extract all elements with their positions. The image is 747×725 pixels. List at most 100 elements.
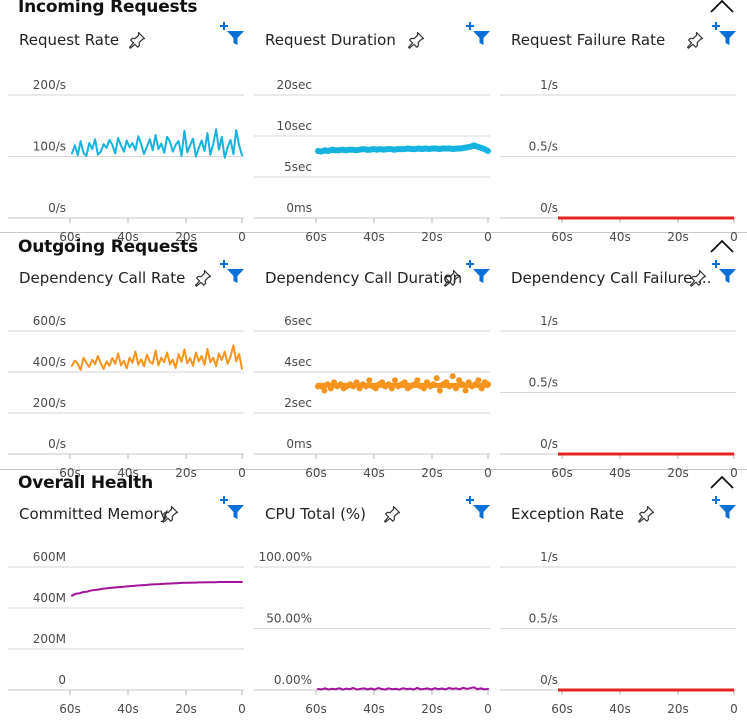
series-line [317,686,489,691]
section-divider [0,232,747,233]
y-tick-label: 0 [58,673,66,687]
y-tick-label: 0.5/s [529,140,558,154]
y-tick-label: 50.00% [266,612,312,626]
add-filter-icon[interactable] [219,495,245,521]
add-filter-icon[interactable] [465,495,491,521]
panel-title: Request Rate [19,31,120,49]
y-tick-label: 6sec [284,314,312,328]
chart-request-rate: 200/s 100/s 0/s 60s 40s 20s 0 [8,78,246,244]
x-tick-label: 0 [238,230,246,244]
y-tick-label: 1/s [540,78,558,92]
metric-panel-request-failure-rate: Request Failure Rate 1/s 0.5/s 0/s 60s 40s 20s… [492,22,738,251]
x-tick-label: 0 [238,702,246,716]
y-tick-label: 600M [33,550,66,564]
data-point [436,387,443,394]
x-tick-label: 20s [175,230,197,244]
chevron-up-icon[interactable] [709,473,735,493]
series-line [71,581,243,597]
pin-icon[interactable] [637,505,655,523]
x-tick-label: 40s [363,230,385,244]
add-filter-icon[interactable] [219,21,245,47]
x-tick-label: 40s [609,466,631,480]
y-tick-label: 100.00% [259,550,312,564]
data-point [456,377,463,384]
x-tick-label: 20s [175,702,197,716]
metric-panel-dependency-call-rate: Dependency Call Rate 600/s 400/s 200/s 0/s 60… [0,260,246,489]
data-point [433,375,440,382]
chart-request-failure-rate: 1/s 0.5/s 0/s 60s 40s 20s 0 [500,78,738,244]
panel-title: Request Failure Rate [511,31,666,49]
pin-icon[interactable] [689,269,707,287]
x-tick-label: 60s [305,466,327,480]
x-tick-label: 40s [363,702,385,716]
add-filter-icon[interactable] [465,21,491,47]
chart-dependency-call-failure: 1/s 0.5/s 0/s 60s 40s 20s 0 [500,314,738,480]
y-tick-label: 10sec [276,119,312,133]
pin-icon[interactable] [407,31,425,49]
x-tick-label: 60s [305,230,327,244]
y-tick-label: 4sec [284,355,312,369]
chevron-up-icon[interactable] [709,0,735,17]
series-line [71,344,243,371]
pin-icon[interactable] [128,31,146,49]
add-filter-icon[interactable] [711,21,737,47]
x-tick-label: 40s [117,702,139,716]
metric-panel-exception-rate: Exception Rate 1/s 0.5/s 0/s 60s 40s 20s 0 [492,496,738,725]
panel-title: Dependency Call Failure ... [511,269,712,287]
chart-dependency-call-duration: 6sec 4sec 2sec 0ms 60s 40s 20s 0 [254,314,492,480]
add-filter-icon[interactable] [219,259,245,285]
pin-icon[interactable] [443,269,461,287]
panel-title: Committed Memory [19,505,169,523]
y-tick-label: 0ms [286,437,312,451]
pin-icon[interactable] [686,31,704,49]
y-tick-label: 5sec [284,160,312,174]
metric-panel-request-duration: Request Duration 20sec 10sec 5sec 0ms 60s 40s 2… [246,22,492,251]
series-line [315,142,491,155]
x-tick-label: 60s [59,230,81,244]
data-point [462,387,469,394]
chevron-up-icon[interactable] [709,237,735,257]
section-incoming-requests: Incoming Requests Request Rate 200/s 100/s 0… [0,0,747,244]
x-tick-label: 40s [117,466,139,480]
pin-icon[interactable] [161,505,179,523]
y-tick-label: 200/s [33,396,66,410]
x-tick-label: 20s [175,466,197,480]
y-tick-label: 0/s [48,437,66,451]
chart-cpu-total: 100.00% 50.00% 0.00% 60s 40s 20s 0 [254,550,492,716]
metric-panel-cpu-total: CPU Total (%) 100.00% 50.00% 0.00% 60s 40s 20s… [246,496,492,725]
chart-committed-memory: 600M 400M 200M 0 60s 40s 20s 0 [8,550,246,716]
section-divider [0,469,747,470]
x-tick-label: 60s [551,466,573,480]
pin-icon[interactable] [194,269,212,287]
x-tick-label: 40s [117,230,139,244]
x-tick-label: 20s [421,702,443,716]
x-tick-label: 0 [238,466,246,480]
data-point [414,377,421,384]
data-point [449,373,456,380]
x-tick-label: 40s [609,230,631,244]
panel-title: CPU Total (%) [265,505,367,523]
panel-title: Dependency Call Duration [265,269,463,287]
section-title: Outgoing Requests [18,237,198,257]
x-tick-label: 60s [59,702,81,716]
x-tick-label: 60s [551,702,573,716]
y-tick-label: 0ms [286,201,312,215]
x-tick-label: 40s [609,702,631,716]
y-tick-label: 200M [33,632,66,646]
add-filter-icon[interactable] [711,259,737,285]
x-tick-label: 60s [551,230,573,244]
y-tick-label: 100/s [33,140,66,154]
data-point [475,377,482,384]
y-tick-label: 600/s [33,314,66,328]
data-point [366,377,373,384]
add-filter-icon[interactable] [711,495,737,521]
metric-panel-committed-memory: Committed Memory 600M 400M 200M 0 60s 40s 20s 0 [0,496,246,725]
x-tick-label: 20s [421,466,443,480]
add-filter-icon[interactable] [465,259,491,285]
y-tick-label: 0/s [540,201,558,215]
pin-icon[interactable] [383,505,401,523]
y-tick-label: 0/s [48,201,66,215]
metric-panel-dependency-call-failure: Dependency Call Failure ... 1/s 0.5/s 0/s 60… [492,260,738,489]
metric-panel-dependency-call-duration: Dependency Call Duration 6sec 4sec 2sec 0ms 6… [246,260,492,489]
y-tick-label: 400/s [33,355,66,369]
